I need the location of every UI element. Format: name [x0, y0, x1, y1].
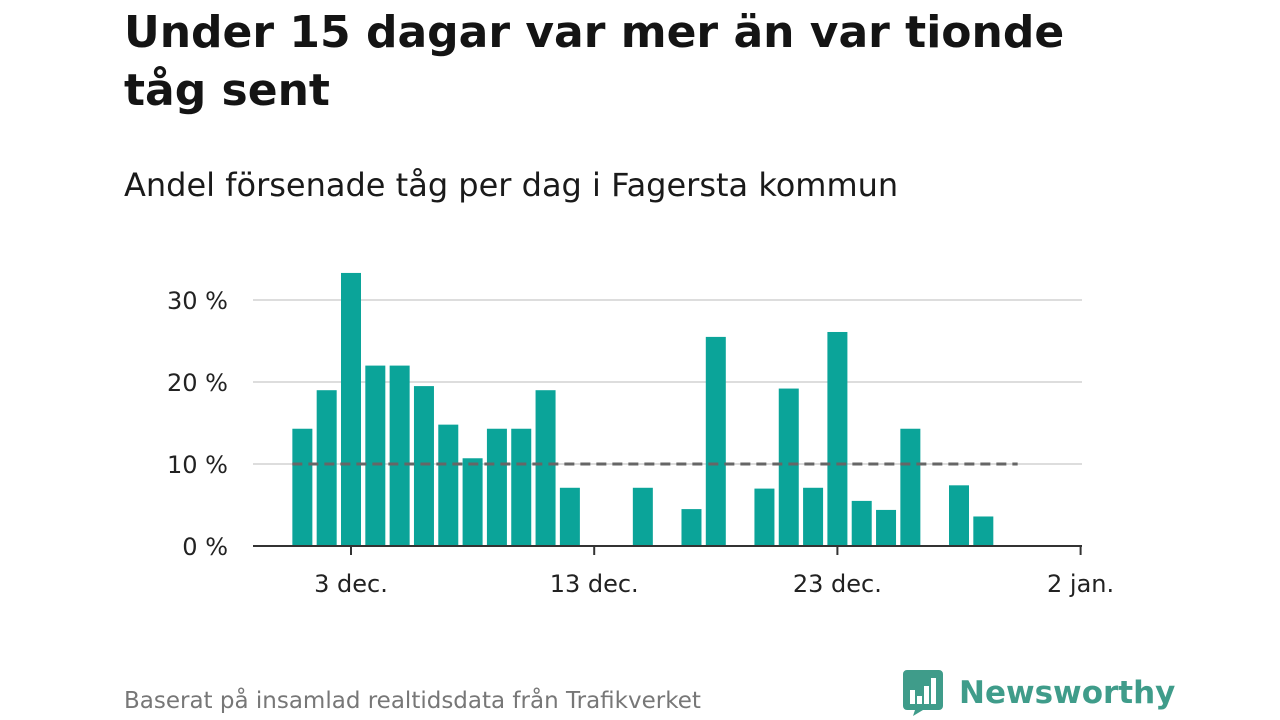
x-tick-label: 23 dec. [793, 570, 882, 598]
bar [486, 428, 507, 546]
bar [365, 365, 386, 546]
source-note: Baserat på insamlad realtidsdata från Tr… [124, 688, 701, 714]
chart-subtitle: Andel försenade tåg per dag i Fagersta k… [124, 166, 899, 204]
bar [851, 500, 872, 546]
bar [462, 458, 483, 546]
chart-title: Under 15 dagar var mer än var tionde tåg… [124, 7, 1065, 116]
bar [973, 516, 994, 546]
bar [292, 428, 313, 546]
bar [827, 331, 848, 546]
bar-chart-speech-bubble-icon [903, 670, 943, 716]
x-tick-label: 3 dec. [314, 570, 388, 598]
bar [413, 386, 434, 546]
bar [316, 390, 337, 546]
newsworthy-logo: Newsworthy [903, 670, 1175, 716]
x-tick-label: 2 jan. [1047, 570, 1114, 598]
y-tick-label: 10 % [167, 451, 228, 479]
bar [705, 336, 726, 546]
bar [754, 488, 775, 546]
bar [803, 487, 824, 546]
bar [389, 365, 410, 546]
y-tick-label: 20 % [167, 369, 228, 397]
bar [438, 424, 459, 546]
bar [949, 485, 969, 546]
y-tick-label: 30 % [167, 287, 228, 315]
bar [559, 487, 580, 546]
bar [876, 509, 897, 546]
bar [632, 487, 653, 546]
brand-name: Newsworthy [959, 675, 1176, 711]
bar [511, 428, 532, 546]
x-axis [253, 545, 1082, 555]
bar [900, 428, 921, 546]
x-tick-label: 13 dec. [550, 570, 639, 598]
bar [535, 390, 556, 546]
bar [778, 388, 799, 546]
bars [292, 272, 994, 546]
bar [341, 272, 361, 546]
tick-labels: 0 % 10 % 20 % 30 % 3 dec. 13 dec. 23 dec. 2 jan… [167, 287, 1114, 598]
bar [681, 509, 702, 546]
y-tick-label: 0 % [182, 533, 228, 561]
